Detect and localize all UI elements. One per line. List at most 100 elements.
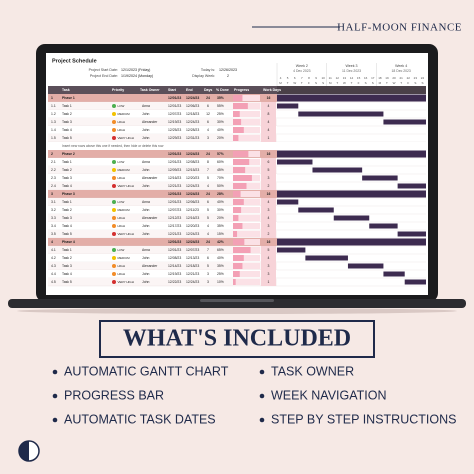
priority-dot xyxy=(112,104,116,108)
day-of-week: S xyxy=(421,81,423,85)
owner: John xyxy=(142,232,149,236)
info-value: 1/19/2024 (Monday) xyxy=(121,74,153,78)
work-days-cell xyxy=(261,230,276,238)
end-date: 12/13/23 xyxy=(186,256,199,260)
progress-bar xyxy=(233,127,244,133)
progress-track xyxy=(233,199,260,205)
end-date: 12/24/23 xyxy=(186,192,199,196)
task-row xyxy=(48,118,277,126)
day-of-week: S xyxy=(414,81,416,85)
priority: HIGH xyxy=(118,224,126,228)
task-row xyxy=(48,166,277,174)
days: 4 xyxy=(207,224,209,228)
days: 6 xyxy=(207,200,209,204)
days: 24 xyxy=(206,192,210,196)
task-row xyxy=(48,182,277,190)
task-number: 3.5 xyxy=(51,232,56,236)
priority-dot xyxy=(112,264,116,268)
column-header: Work Days xyxy=(263,88,281,92)
task-number: 4.2 xyxy=(51,256,56,260)
percent-done: 35% xyxy=(217,264,224,268)
work-days-cell xyxy=(261,206,276,214)
owner: John xyxy=(142,128,149,132)
sheet-title: Project Schedule xyxy=(52,58,97,64)
percent-done: 60% xyxy=(217,160,224,164)
task-name: Task 5 xyxy=(62,280,72,284)
gantt-bar xyxy=(333,215,370,221)
work-days-cell xyxy=(261,222,276,230)
priority-dot xyxy=(112,216,116,220)
start-date: 12/01/23 xyxy=(168,104,181,108)
spreadsheet: Project Schedule Project Start Date: 12/… xyxy=(48,58,426,287)
percent-done: 25% xyxy=(217,272,224,276)
task-number: 1.5 xyxy=(51,136,56,140)
progress-track xyxy=(233,119,260,125)
start-date: 12/21/23 xyxy=(168,232,181,236)
work-days: 3 xyxy=(268,208,270,212)
days: 12 xyxy=(206,112,210,116)
laptop-notch xyxy=(200,299,274,302)
days: 6 xyxy=(207,256,209,260)
start-date: 12/01/23 xyxy=(168,192,181,196)
work-days: 4 xyxy=(268,120,270,124)
priority: VERY HIGH xyxy=(118,184,134,188)
start-date: 12/07/23 xyxy=(168,112,181,116)
gantt-bar xyxy=(404,279,426,285)
task-name: Task 4 xyxy=(62,184,72,188)
task-name: Task 1 xyxy=(62,248,72,252)
work-days: 4 xyxy=(268,200,270,204)
task-name: Task 2 xyxy=(62,112,72,116)
task-name: Task 2 xyxy=(62,256,72,260)
gantt-bar xyxy=(312,167,363,173)
priority: HIGH xyxy=(118,176,126,180)
days: 7 xyxy=(207,168,209,172)
work-days-cell xyxy=(261,238,276,246)
day-number: 15 xyxy=(357,76,361,80)
work-days: 5 xyxy=(268,248,270,252)
progress-bar xyxy=(233,247,251,253)
phase-row xyxy=(48,94,277,102)
end-date: 12/18/23 xyxy=(186,264,199,268)
percent-done: 10% xyxy=(217,280,224,284)
owner: Alexander xyxy=(142,216,158,220)
task-name: Task 4 xyxy=(62,128,72,132)
gantt-bar xyxy=(277,103,299,109)
days: 3 xyxy=(207,280,209,284)
task-row xyxy=(48,134,277,142)
days: 3 xyxy=(207,272,209,276)
progress-track xyxy=(233,135,260,141)
day-of-week: F xyxy=(407,81,409,85)
task-number: 1 xyxy=(51,96,53,100)
end-date: 12/24/23 xyxy=(186,152,199,156)
week-date: 18 Dec 2023 xyxy=(392,69,411,73)
work-days-cell xyxy=(261,102,276,110)
start-date: 12/01/23 xyxy=(168,248,181,252)
gantt-phase-bar xyxy=(277,150,426,158)
start-date: 12/07/23 xyxy=(168,208,181,212)
end-date: 12/06/23 xyxy=(186,200,199,204)
end-date: 12/20/23 xyxy=(186,224,199,228)
work-days-cell xyxy=(261,190,276,198)
bullet xyxy=(52,393,58,399)
task-row xyxy=(48,254,277,262)
bullet xyxy=(259,369,265,375)
progress-bar xyxy=(233,119,242,125)
day-number: 16 xyxy=(364,76,368,80)
start-date: 12/25/23 xyxy=(168,128,181,132)
task-row xyxy=(48,246,277,254)
progress-track xyxy=(233,231,260,237)
priority-dot xyxy=(112,112,116,116)
work-days-cell xyxy=(261,278,276,286)
start-date: 12/22/23 xyxy=(168,280,181,284)
priority: LOW xyxy=(118,248,125,252)
task-row xyxy=(48,110,277,118)
phase-row xyxy=(48,190,277,198)
info-label: Project End Date: xyxy=(90,74,118,78)
column-header: Task Owner xyxy=(140,88,160,92)
week-label: Week 4 xyxy=(395,64,407,68)
day-of-week: T xyxy=(287,81,289,85)
feature: WEEK NAVIGATION xyxy=(271,388,387,402)
end-date: 12/24/23 xyxy=(186,96,199,100)
column-header: Progress xyxy=(234,88,249,92)
priority: MEDIUM xyxy=(118,208,131,212)
